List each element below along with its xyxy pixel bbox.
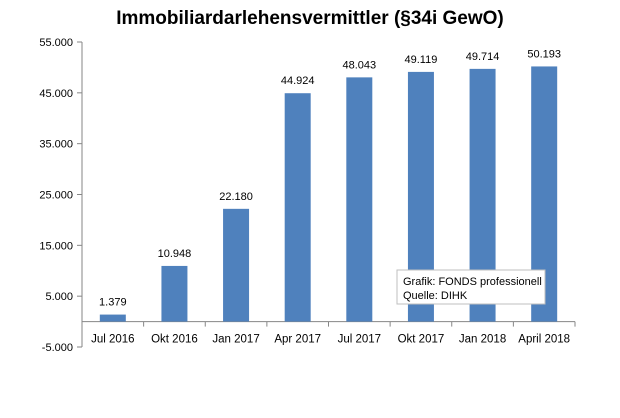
x-tick-label: Okt 2017 [398,334,445,346]
x-tick-label: Jul 2017 [338,334,381,346]
y-tick-label: 45.000 [39,88,73,100]
data-label: 10.948 [158,248,192,260]
source-note-box [396,269,546,305]
x-tick-label: Jan 2018 [459,334,506,346]
source-note-line-2: Quelle: DIHK [403,290,468,302]
x-tick-label: Jan 2017 [212,334,259,346]
data-label: 44.924 [281,75,315,87]
source-note: Grafik: FONDS professionell Quelle: DIHK [396,269,546,305]
bar [161,265,188,322]
bar [284,93,311,322]
source-note-line-1: Grafik: FONDS professionell [403,276,542,288]
bar [346,77,373,322]
x-tick-label: Apr 2017 [274,334,321,346]
y-tick-label: 5.000 [45,291,73,303]
data-label: 49.119 [405,54,438,66]
x-tick-label: April 2018 [518,334,570,346]
data-label: 49.714 [466,51,500,63]
y-tick-label: 55.000 [39,37,73,49]
axes: -5.000 5.000 15.000 25.000 35.000 45.000 55.00… [39,37,576,354]
data-label: 22.180 [219,191,253,203]
x-tick-label: Okt 2016 [151,334,198,346]
y-tick-label: 25.000 [39,190,73,202]
chart-title: Immobiliardarlehensvermittler (§34i GewO… [116,8,504,29]
labels: 1.379 Jul 2016 10.948 Okt 2016 22.180 Jan 201… [91,48,570,345]
y-tick-label: -5.000 [42,342,73,354]
y-tick-label: 35.000 [39,139,73,151]
data-label: 50.193 [527,48,561,60]
bar [223,208,250,322]
bar [99,314,126,322]
data-label: 1.379 [99,297,127,309]
data-label: 48.043 [342,59,376,71]
y-tick-label: 15.000 [39,240,73,252]
x-tick-label: Jul 2016 [91,334,134,346]
